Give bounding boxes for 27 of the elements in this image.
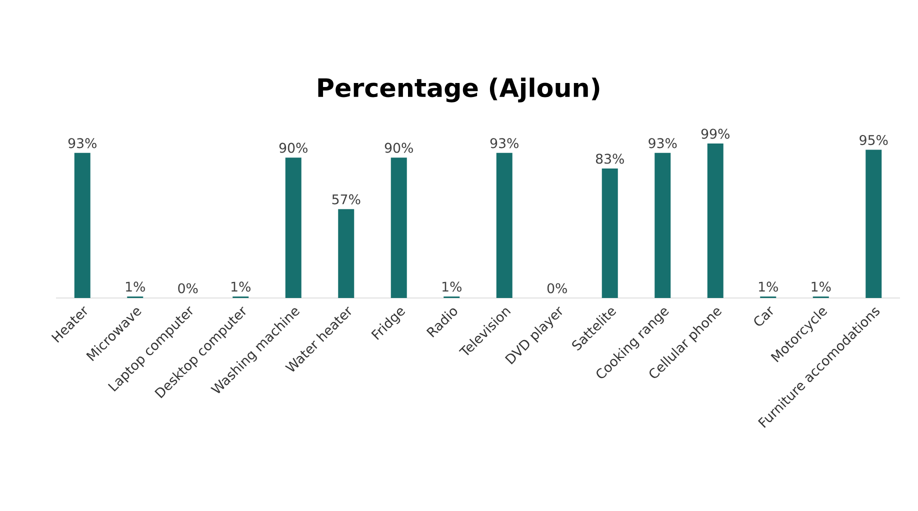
data-label: 99% [701, 128, 730, 139]
bar [707, 144, 724, 298]
data-label: 95% [860, 134, 888, 146]
x-tick-label: Car [754, 306, 773, 326]
data-label: 93% [68, 138, 96, 148]
bar [866, 150, 882, 298]
data-label: 93% [648, 138, 677, 148]
bar [602, 168, 618, 298]
data-label: 1% [759, 282, 778, 292]
data-label: 90% [384, 142, 413, 153]
data-label: 1% [442, 282, 462, 292]
data-label: 93% [490, 138, 518, 148]
bar [390, 158, 407, 298]
bar [654, 152, 671, 298]
data-label: 0% [547, 283, 567, 294]
bar [338, 209, 354, 298]
data-label: 1% [232, 282, 250, 292]
data-label: 0% [178, 283, 198, 294]
data-label: 57% [332, 194, 360, 204]
bar [285, 158, 302, 298]
data-label: 83% [596, 154, 624, 164]
data-label: 1% [126, 282, 145, 292]
bar [496, 152, 512, 298]
bar [74, 152, 90, 298]
data-label: 90% [279, 142, 308, 153]
chart-title: Percentage (Ajloun) [318, 78, 600, 102]
data-label: 1% [812, 282, 831, 292]
